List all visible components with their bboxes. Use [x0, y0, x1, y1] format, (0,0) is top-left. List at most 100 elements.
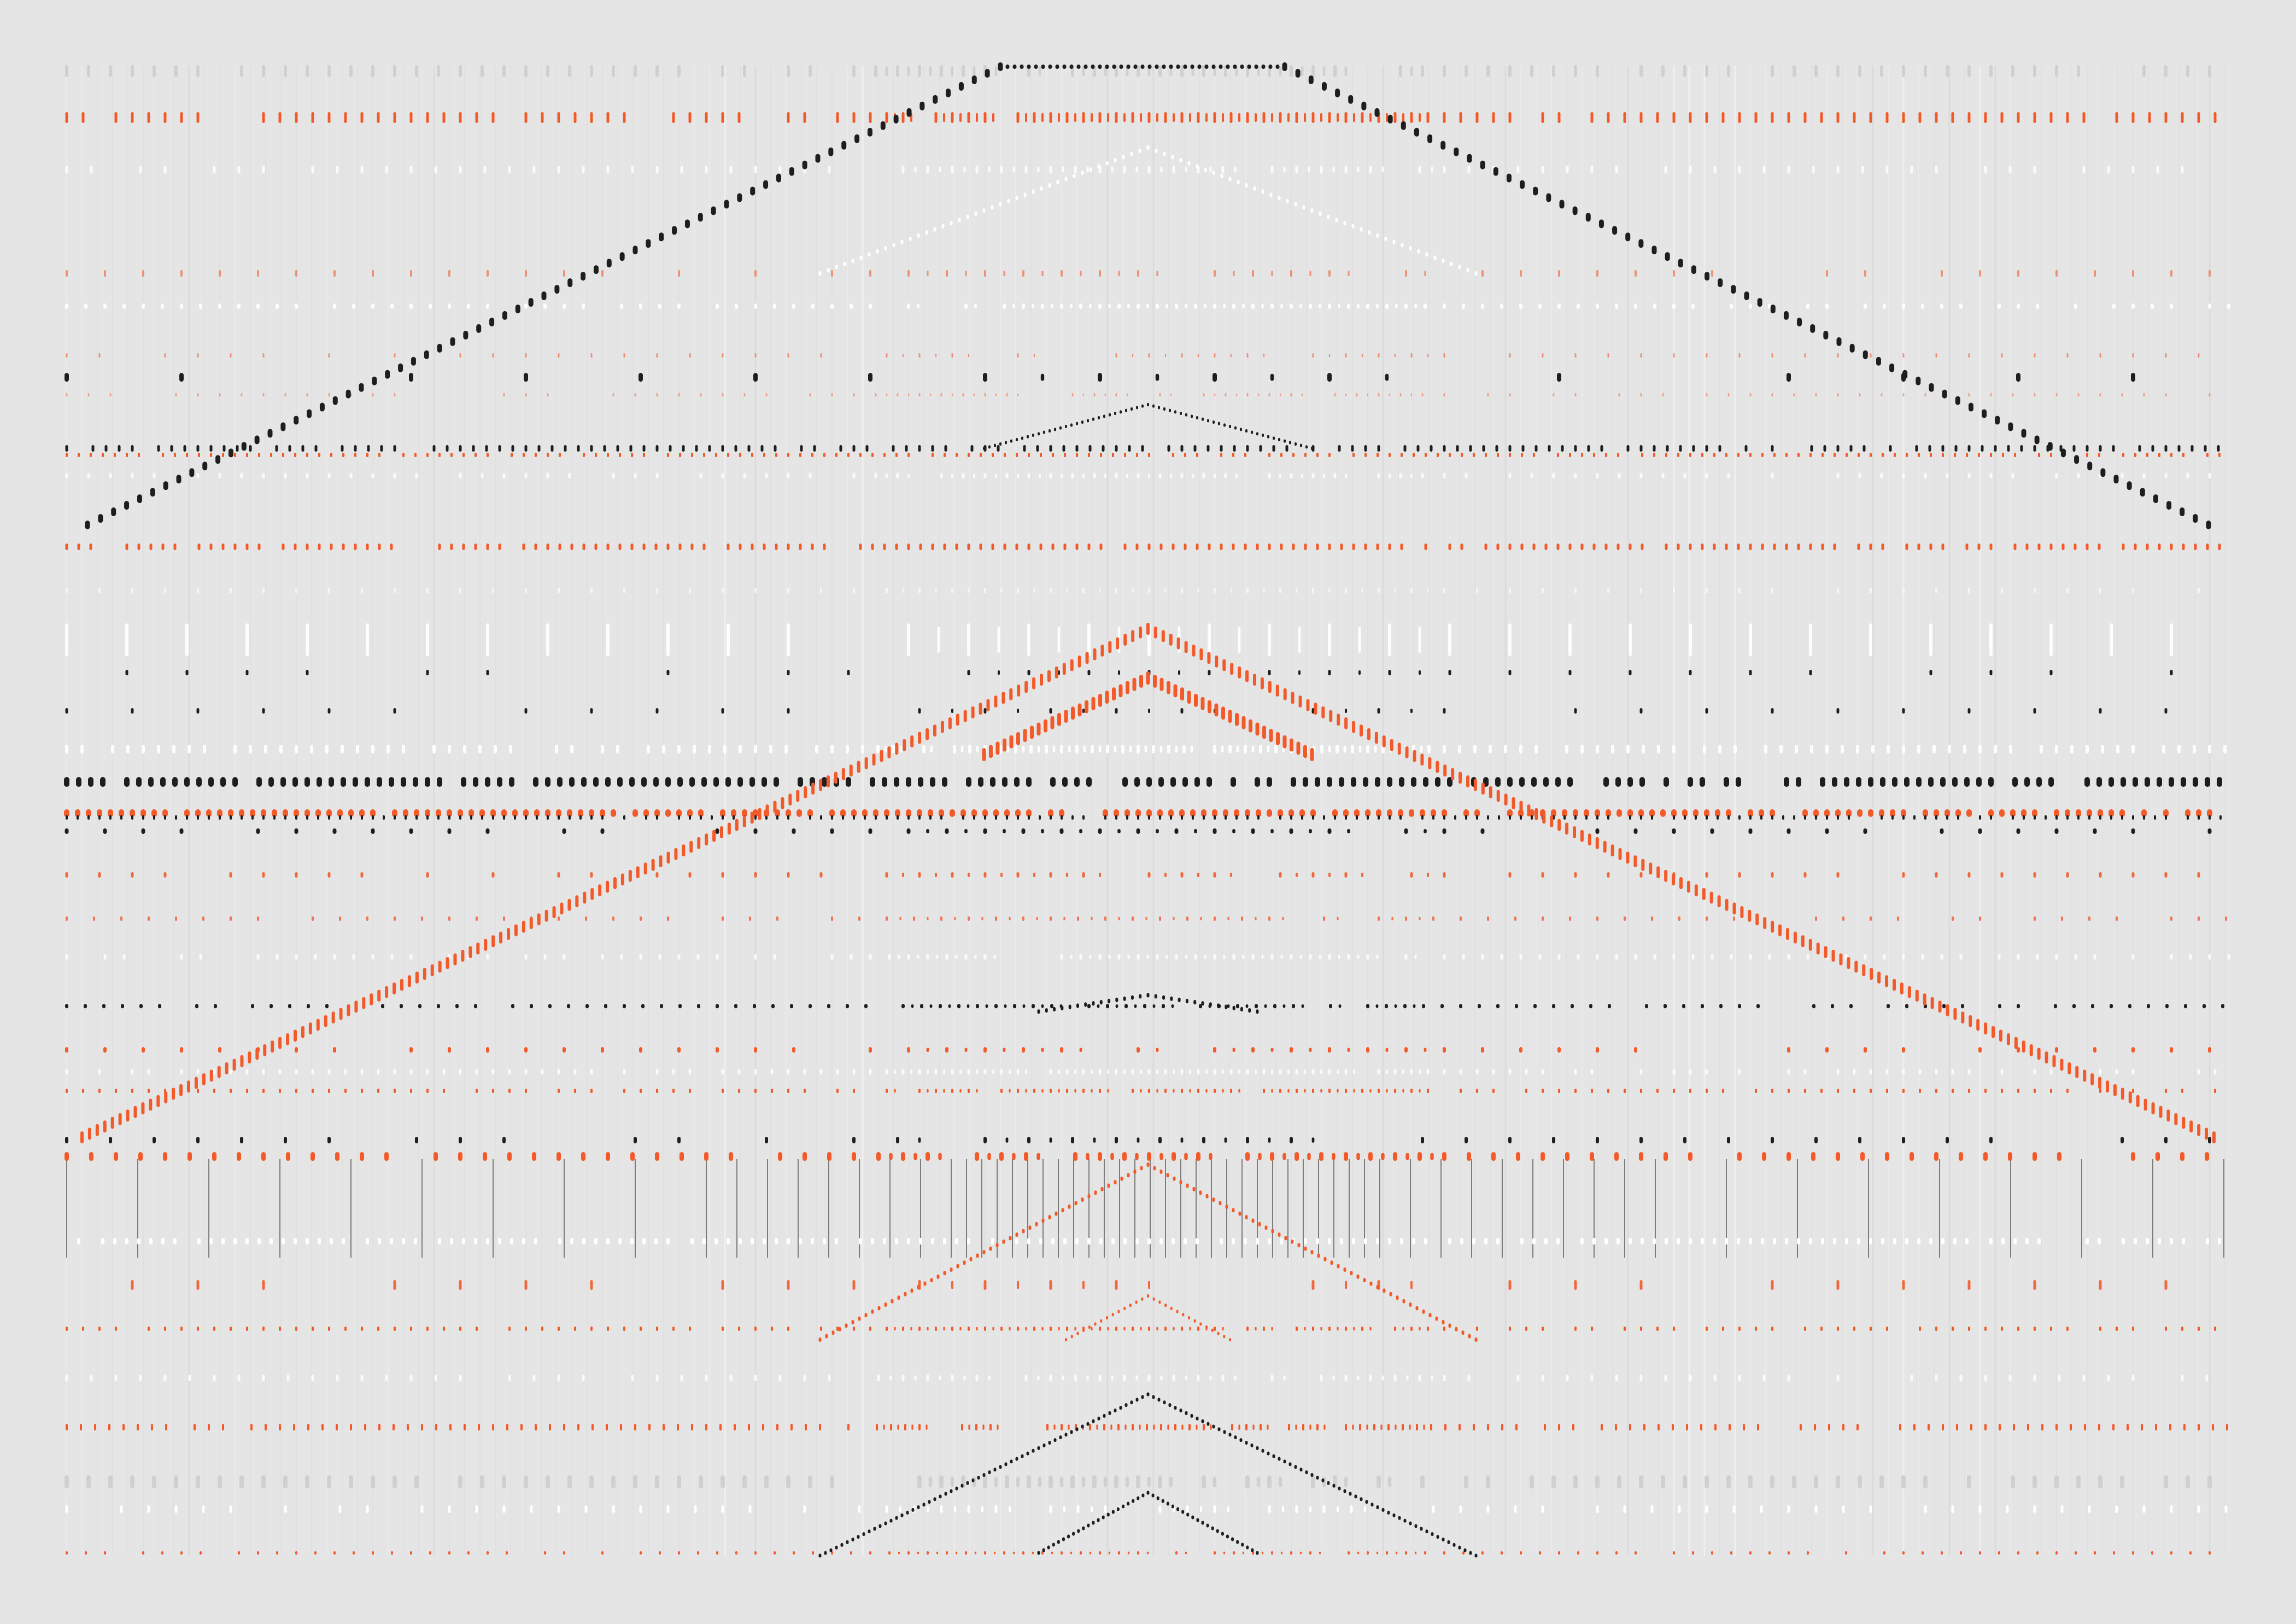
row-mark-black: [964, 829, 968, 833]
row-mark-orange: [1132, 1327, 1134, 1331]
row-mark-black: [1292, 1004, 1295, 1008]
row-mark-black: [1270, 373, 1274, 381]
row-mark-orange: [1859, 393, 1861, 396]
peak-mark-black: [372, 376, 377, 385]
row-mark-orange: [1099, 1089, 1101, 1093]
row-mark-black: [617, 777, 623, 787]
row-mark-grey: [1410, 66, 1413, 76]
row-mark-black: [1148, 815, 1150, 820]
row-mark-orange: [563, 1551, 565, 1555]
row-mark-black: [1102, 445, 1105, 452]
row-mark-white: [1086, 166, 1089, 173]
row-mark-black: [2099, 708, 2102, 714]
row-mark-white: [1664, 166, 1667, 173]
row-mark-black: [1039, 815, 1041, 820]
row-mark-orange: [1077, 916, 1079, 921]
row-mark-orange: [667, 453, 669, 457]
peak-mark-orange: [2197, 1124, 2201, 1136]
peak-mark-black: [1348, 95, 1354, 104]
row-mark-white: [809, 473, 812, 478]
row-mark-white: [1626, 745, 1630, 753]
row-mark-orange: [590, 1089, 593, 1093]
row-mark-black: [973, 815, 975, 820]
row-mark-orange: [2050, 453, 2052, 457]
row-mark-orange: [831, 1551, 833, 1555]
peak-mark-black: [2180, 507, 2185, 517]
row-mark-grey: [1683, 65, 1686, 77]
row-mark-white: [1283, 1375, 1286, 1381]
row-mark-orange: [1990, 453, 1992, 457]
row-mark-orange: [2066, 872, 2069, 878]
row-mark-white: [1968, 588, 1970, 593]
row-mark-grey: [917, 1475, 922, 1488]
row-mark-white: [1519, 954, 1522, 960]
row-mark-white: [1012, 166, 1015, 173]
row-mark-orange: [1061, 270, 1063, 277]
peak-mark-black: [1638, 239, 1644, 248]
row-mark-orange: [1623, 112, 1626, 123]
row-mark-white: [467, 303, 470, 309]
row-mark-orange: [1894, 453, 1896, 457]
peak-mark-white: [1064, 177, 1068, 182]
row-mark-white: [1810, 745, 1813, 753]
row-mark-black: [1411, 777, 1416, 787]
peak-mark-orange: [1015, 1232, 1018, 1237]
row-mark-white: [262, 1069, 265, 1074]
row-mark-black: [232, 777, 238, 787]
row-mark-black: [983, 1137, 987, 1143]
row-mark-white: [1320, 166, 1323, 173]
row-mark-orange: [2214, 1089, 2216, 1093]
row-mark-grey: [2208, 65, 2211, 77]
peak-mark-orange: [1153, 626, 1157, 639]
row-mark-white: [2198, 588, 2200, 593]
row-mark-black: [1815, 815, 1817, 820]
row-mark-orange: [558, 1089, 560, 1093]
row-mark-black: [1115, 445, 1118, 452]
row-mark-black: [196, 777, 202, 787]
row-mark-orange: [1833, 544, 1836, 550]
row-mark-black: [65, 445, 68, 452]
row-mark-orange: [1569, 916, 1571, 921]
row-mark-orange: [1388, 544, 1391, 550]
peak-mark-black: [606, 259, 612, 268]
row-mark-black: [102, 1004, 106, 1008]
peak-mark-orange: [943, 1271, 946, 1276]
peak-mark-orange: [194, 1077, 198, 1089]
row-mark-orange: [1476, 1327, 1478, 1331]
row-mark-white: [1705, 473, 1708, 478]
row-mark-orange: [573, 112, 577, 123]
row-mark-orange: [618, 544, 622, 550]
row-mark-white: [1369, 166, 1372, 173]
row-mark-white: [90, 166, 93, 173]
row-mark-black: [118, 445, 121, 452]
row-mark-white: [869, 1069, 872, 1074]
row-mark-orange: [1164, 1089, 1167, 1093]
row-mark-white: [1037, 745, 1040, 753]
row-mark-black: [1027, 670, 1030, 675]
row-mark-black: [389, 777, 394, 787]
row-mark-black: [906, 828, 911, 834]
row-mark-orange: [66, 1551, 68, 1555]
row-mark-orange: [907, 1047, 910, 1053]
row-mark-white: [188, 745, 191, 753]
row-mark-orange: [147, 112, 150, 123]
row-mark-orange: [1590, 1152, 1594, 1161]
row-mark-white: [2017, 303, 2020, 309]
row-mark-white: [1062, 1375, 1064, 1381]
row-mark-orange: [1060, 1047, 1063, 1053]
row-mark-orange: [2066, 112, 2069, 123]
row-mark-orange: [164, 353, 166, 358]
peak-mark-orange: [430, 964, 434, 977]
row-mark-white: [939, 1375, 941, 1381]
peak-mark-white: [1351, 224, 1355, 229]
row-mark-orange: [1595, 809, 1600, 817]
row-mark-orange: [1918, 112, 1922, 123]
row-mark-black: [800, 445, 803, 452]
row-mark-white: [1075, 745, 1079, 753]
row-mark-white: [1544, 1238, 1548, 1245]
row-mark-orange: [1282, 1153, 1286, 1160]
row-mark-orange: [390, 544, 393, 550]
row-mark-black: [1327, 373, 1332, 382]
row-mark-orange: [1673, 1551, 1675, 1555]
row-mark-black: [970, 445, 974, 452]
